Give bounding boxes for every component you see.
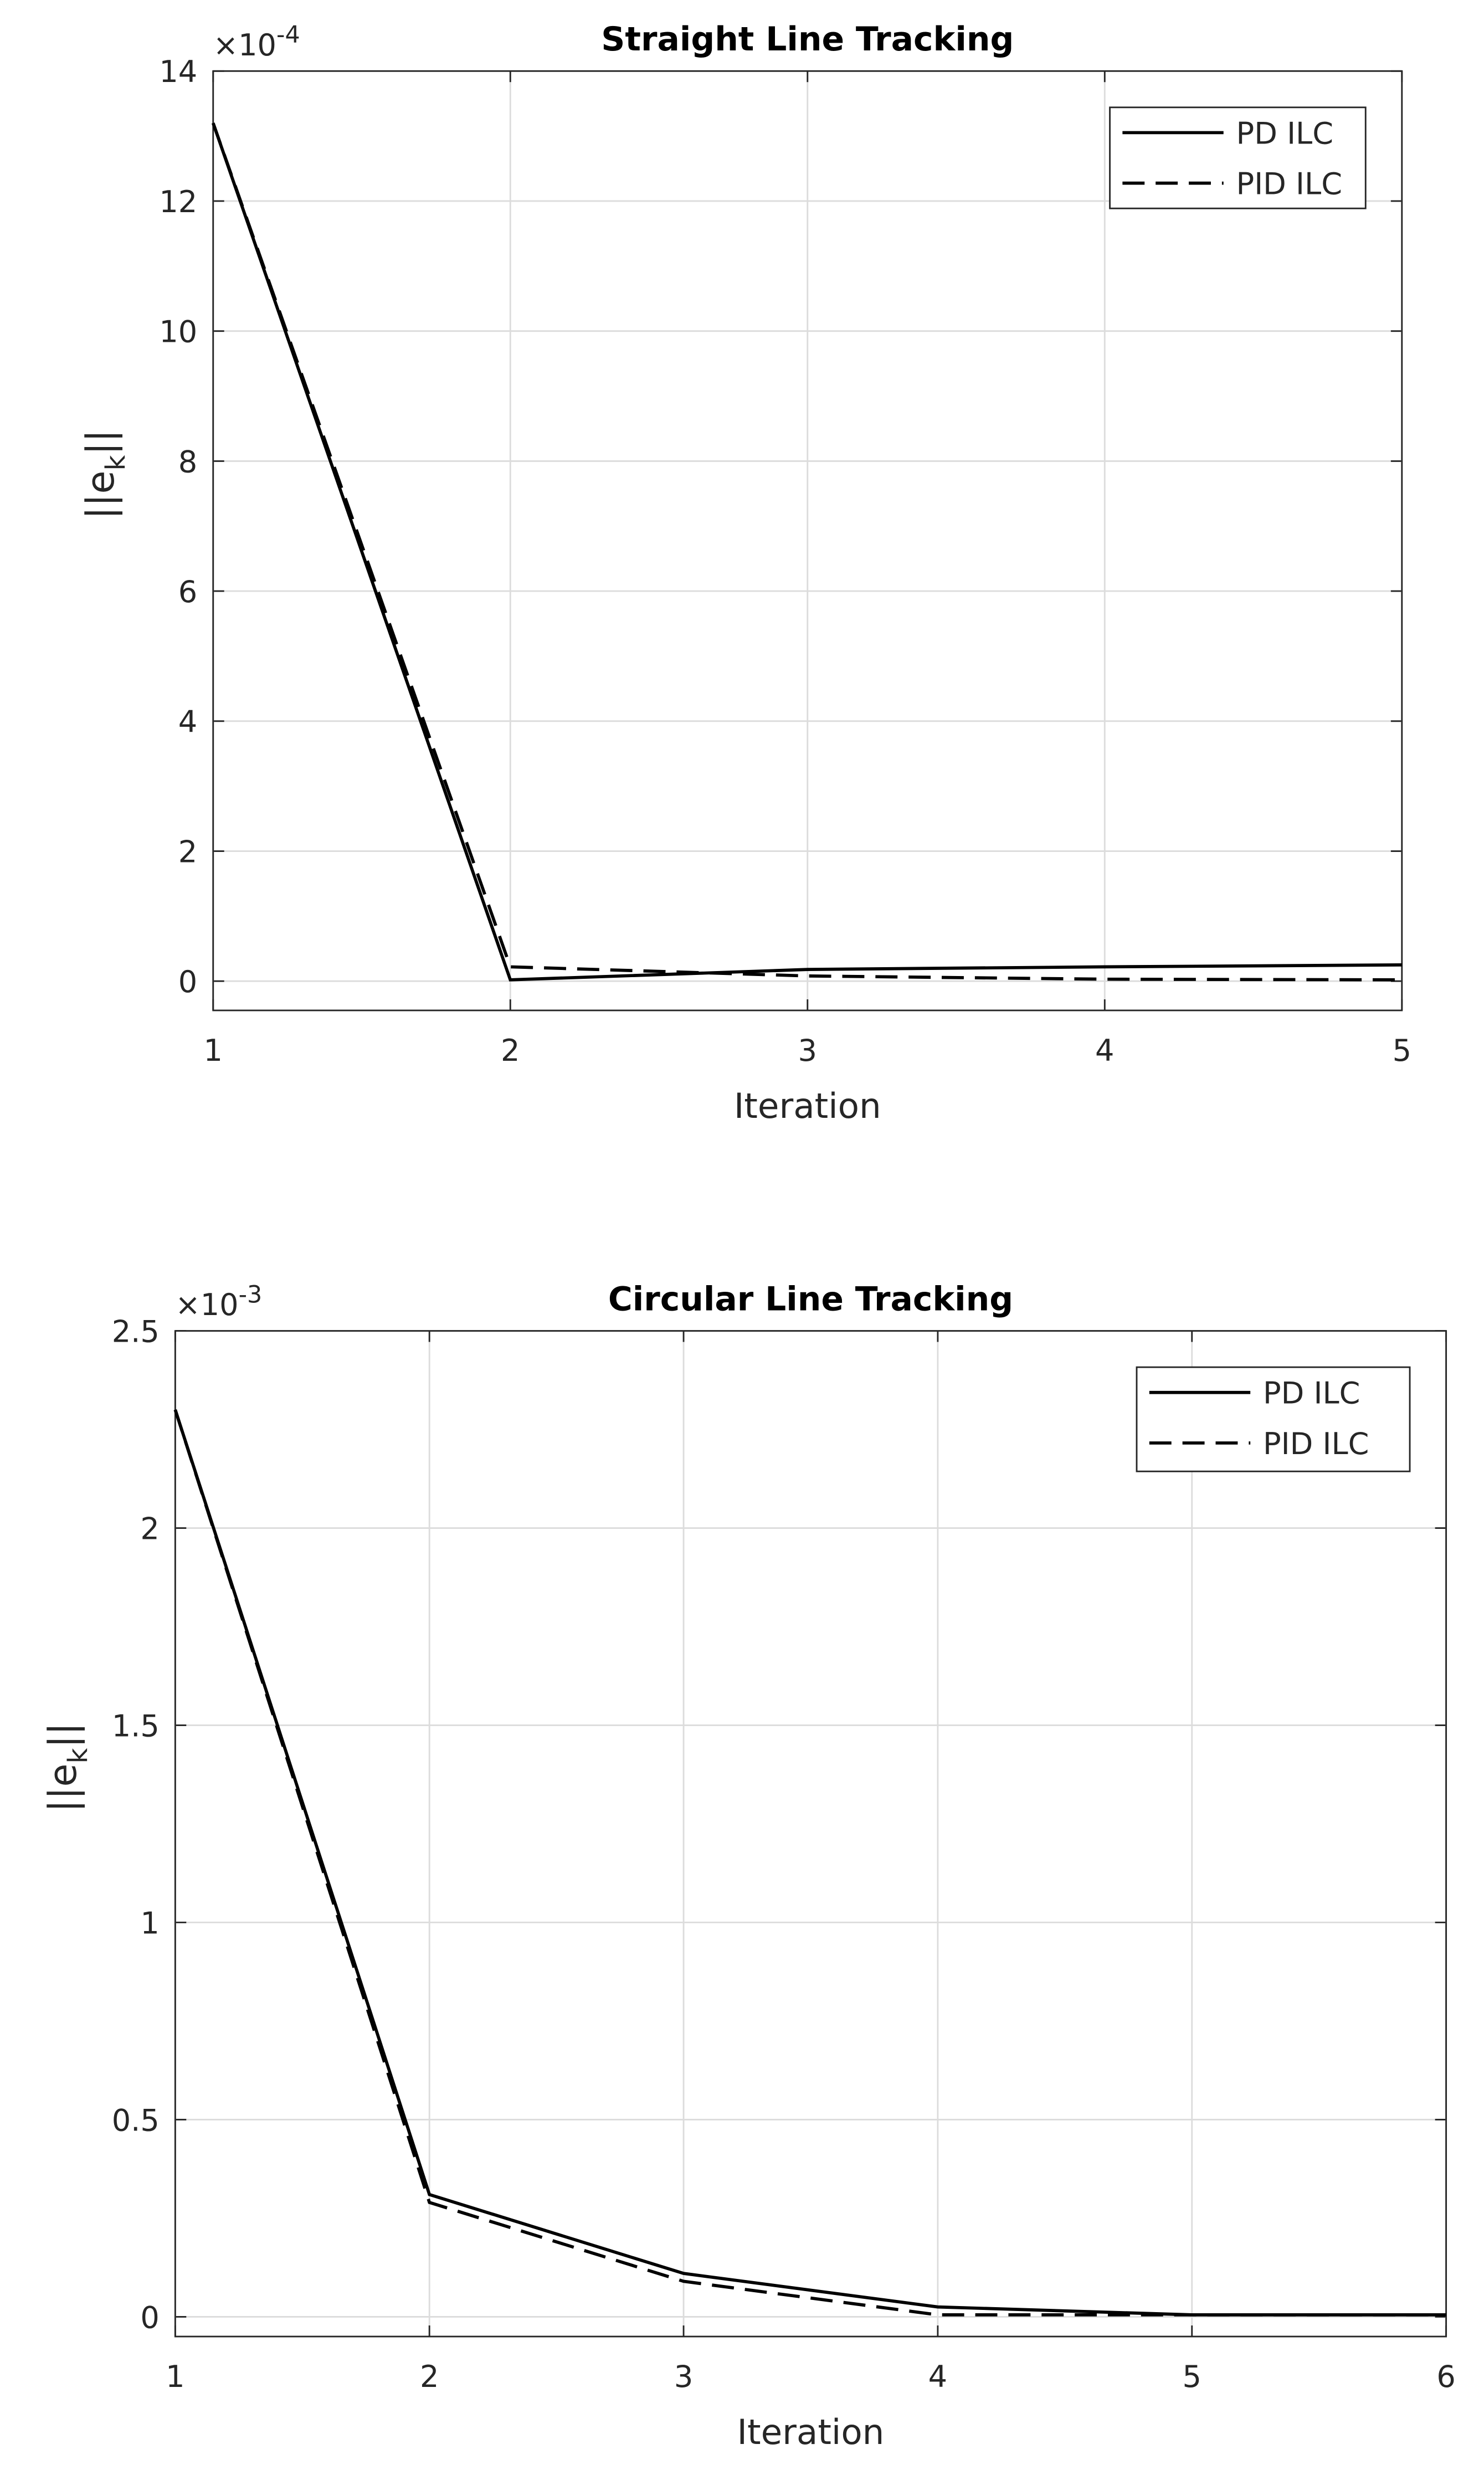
chart-title: Straight Line Tracking	[601, 20, 1014, 59]
data-line	[212, 122, 1402, 982]
axes-box	[212, 70, 1403, 1011]
legend-box	[1109, 106, 1367, 209]
y-axis-label-text: ||e	[42, 1764, 85, 1812]
x-axis-label: Iteration	[737, 2412, 885, 2452]
y-tick-label: 10	[159, 315, 197, 350]
y-axis-label: ||ek||	[79, 429, 131, 519]
x-tick-label: 5	[1393, 1033, 1411, 1068]
x-tick-label: 3	[798, 1033, 817, 1068]
legend-label: PD ILC	[1236, 116, 1333, 151]
y-multiplier-exponent: -3	[239, 1281, 263, 1308]
y-tick-label: 12	[159, 184, 197, 219]
x-tick-label: 5	[1183, 2359, 1201, 2394]
y-tick-label: 1.5	[112, 1708, 160, 1743]
y-multiplier-base: ×10	[213, 28, 276, 63]
y-tick-label: 8	[178, 444, 197, 479]
y-tick-label: 0.5	[112, 2103, 160, 2138]
x-tick-label: 2	[501, 1033, 520, 1068]
y-tick-label: 1	[140, 1906, 159, 1940]
data-line	[173, 1409, 1446, 2317]
y-multiplier-base: ×10	[175, 1287, 238, 1322]
y-tick-label: 0	[178, 964, 197, 999]
legend-label: PID ILC	[1236, 167, 1342, 202]
x-tick-label: 1	[166, 2359, 184, 2394]
y-tick-label: 14	[159, 54, 197, 89]
chart-title: Circular Line Tracking	[608, 1280, 1013, 1319]
y-axis-label-end: ||	[79, 429, 123, 455]
y-tick-label: 2	[140, 1511, 159, 1546]
x-tick-label: 4	[928, 2359, 947, 2394]
y-axis-label-subscript: k	[100, 455, 131, 470]
axes-box	[174, 1330, 1447, 2338]
data-line	[173, 1409, 1446, 2317]
y-axis-label: ||ek||	[42, 1722, 94, 1812]
y-tick-label: 4	[178, 705, 197, 740]
legend-label: PD ILC	[1263, 1376, 1360, 1411]
y-axis-label-subscript: k	[63, 1748, 94, 1764]
x-tick-label: 1	[204, 1033, 223, 1068]
x-tick-label: 2	[420, 2359, 439, 2394]
legend-label: PID ILC	[1263, 1426, 1369, 1461]
y-multiplier: ×10-4	[213, 21, 300, 63]
y-tick-label: 0	[140, 2300, 159, 2335]
y-axis-label-end: ||	[42, 1722, 85, 1748]
y-tick-label: 2	[178, 834, 197, 869]
y-tick-label: 2.5	[112, 1314, 160, 1349]
x-tick-label: 3	[674, 2359, 693, 2394]
x-tick-label: 4	[1095, 1033, 1114, 1068]
y-multiplier: ×10-3	[175, 1281, 262, 1322]
y-axis-label-text: ||e	[79, 470, 123, 519]
legend-box	[1136, 1366, 1411, 1472]
x-tick-label: 6	[1436, 2359, 1455, 2394]
y-multiplier-exponent: -4	[276, 21, 300, 49]
y-tick-label: 6	[178, 574, 197, 609]
x-axis-label: Iteration	[734, 1086, 881, 1126]
